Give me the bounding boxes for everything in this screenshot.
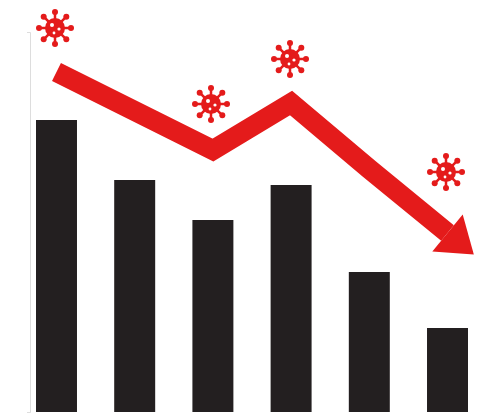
virus-spike-tip	[63, 14, 69, 20]
virus-spike-tip	[443, 153, 449, 159]
virus-spike-tip	[427, 169, 433, 175]
virus-spot	[448, 171, 451, 174]
x-axis	[37, 412, 469, 414]
virus-icon	[271, 40, 309, 78]
bar	[427, 328, 468, 412]
virus-spike-tip	[459, 169, 465, 175]
virus-spot	[53, 32, 56, 35]
virus-spike-tip	[432, 158, 438, 164]
virus-spike-tip	[36, 25, 42, 31]
virus-icon	[36, 9, 74, 47]
virus-spike-tip	[41, 36, 47, 42]
virus-spike-tip	[52, 41, 58, 47]
virus-spot	[441, 167, 445, 171]
virus-body	[45, 18, 65, 38]
virus-spike-tip	[52, 9, 58, 15]
bar	[349, 272, 390, 412]
virus-spot	[292, 58, 295, 61]
virus-spot	[444, 176, 447, 179]
virus-spike-tip	[208, 85, 214, 91]
virus-spike-tip	[276, 45, 282, 51]
virus-spike-tip	[298, 67, 304, 73]
virus-spike-tip	[454, 180, 460, 186]
y-tick-mark	[27, 32, 30, 33]
x-axis-line	[37, 412, 469, 413]
virus-spike-tip	[454, 158, 460, 164]
virus-body	[201, 94, 221, 114]
virus-spike-tip	[287, 72, 293, 78]
virus-spike-tip	[68, 25, 74, 31]
virus-spike-tip	[192, 101, 198, 107]
virus-spike-tip	[276, 67, 282, 73]
virus-icon	[192, 85, 230, 123]
virus-spike-tip	[224, 101, 230, 107]
y-axis-line	[27, 33, 31, 413]
virus-spike-tip	[432, 180, 438, 186]
chart	[0, 0, 500, 417]
virus-spike-tip	[197, 90, 203, 96]
virus-spot	[57, 27, 60, 30]
virus-spike-tip	[219, 90, 225, 96]
virus-spot	[209, 108, 212, 111]
virus-icon	[427, 153, 465, 191]
virus-spike-tip	[197, 112, 203, 118]
y-tick	[27, 412, 30, 413]
bar	[36, 120, 77, 412]
virus-spot	[285, 54, 289, 58]
bars	[36, 120, 468, 412]
virus-spot	[213, 103, 216, 106]
arrow-head	[432, 214, 474, 254]
virus-spike-tip	[303, 56, 309, 62]
trend-line	[56, 72, 447, 233]
virus-body	[436, 162, 456, 182]
virus-spike-tip	[287, 40, 293, 46]
plot-area	[36, 72, 474, 412]
virus-spot	[50, 23, 54, 27]
y-tick	[27, 32, 30, 33]
virus-spike-tip	[41, 14, 47, 20]
virus-body	[280, 49, 300, 69]
bar	[192, 220, 233, 412]
y-tick-mark	[27, 412, 30, 413]
virus-spike-tip	[443, 185, 449, 191]
virus-spot	[288, 63, 291, 66]
virus-spot	[206, 99, 210, 103]
bar	[271, 185, 312, 412]
y-axis	[27, 33, 31, 413]
virus-spike-tip	[219, 112, 225, 118]
virus-spike-tip	[271, 56, 277, 62]
virus-spike-tip	[208, 117, 214, 123]
virus-spike-tip	[63, 36, 69, 42]
virus-spike-tip	[298, 45, 304, 51]
bar	[114, 180, 155, 412]
